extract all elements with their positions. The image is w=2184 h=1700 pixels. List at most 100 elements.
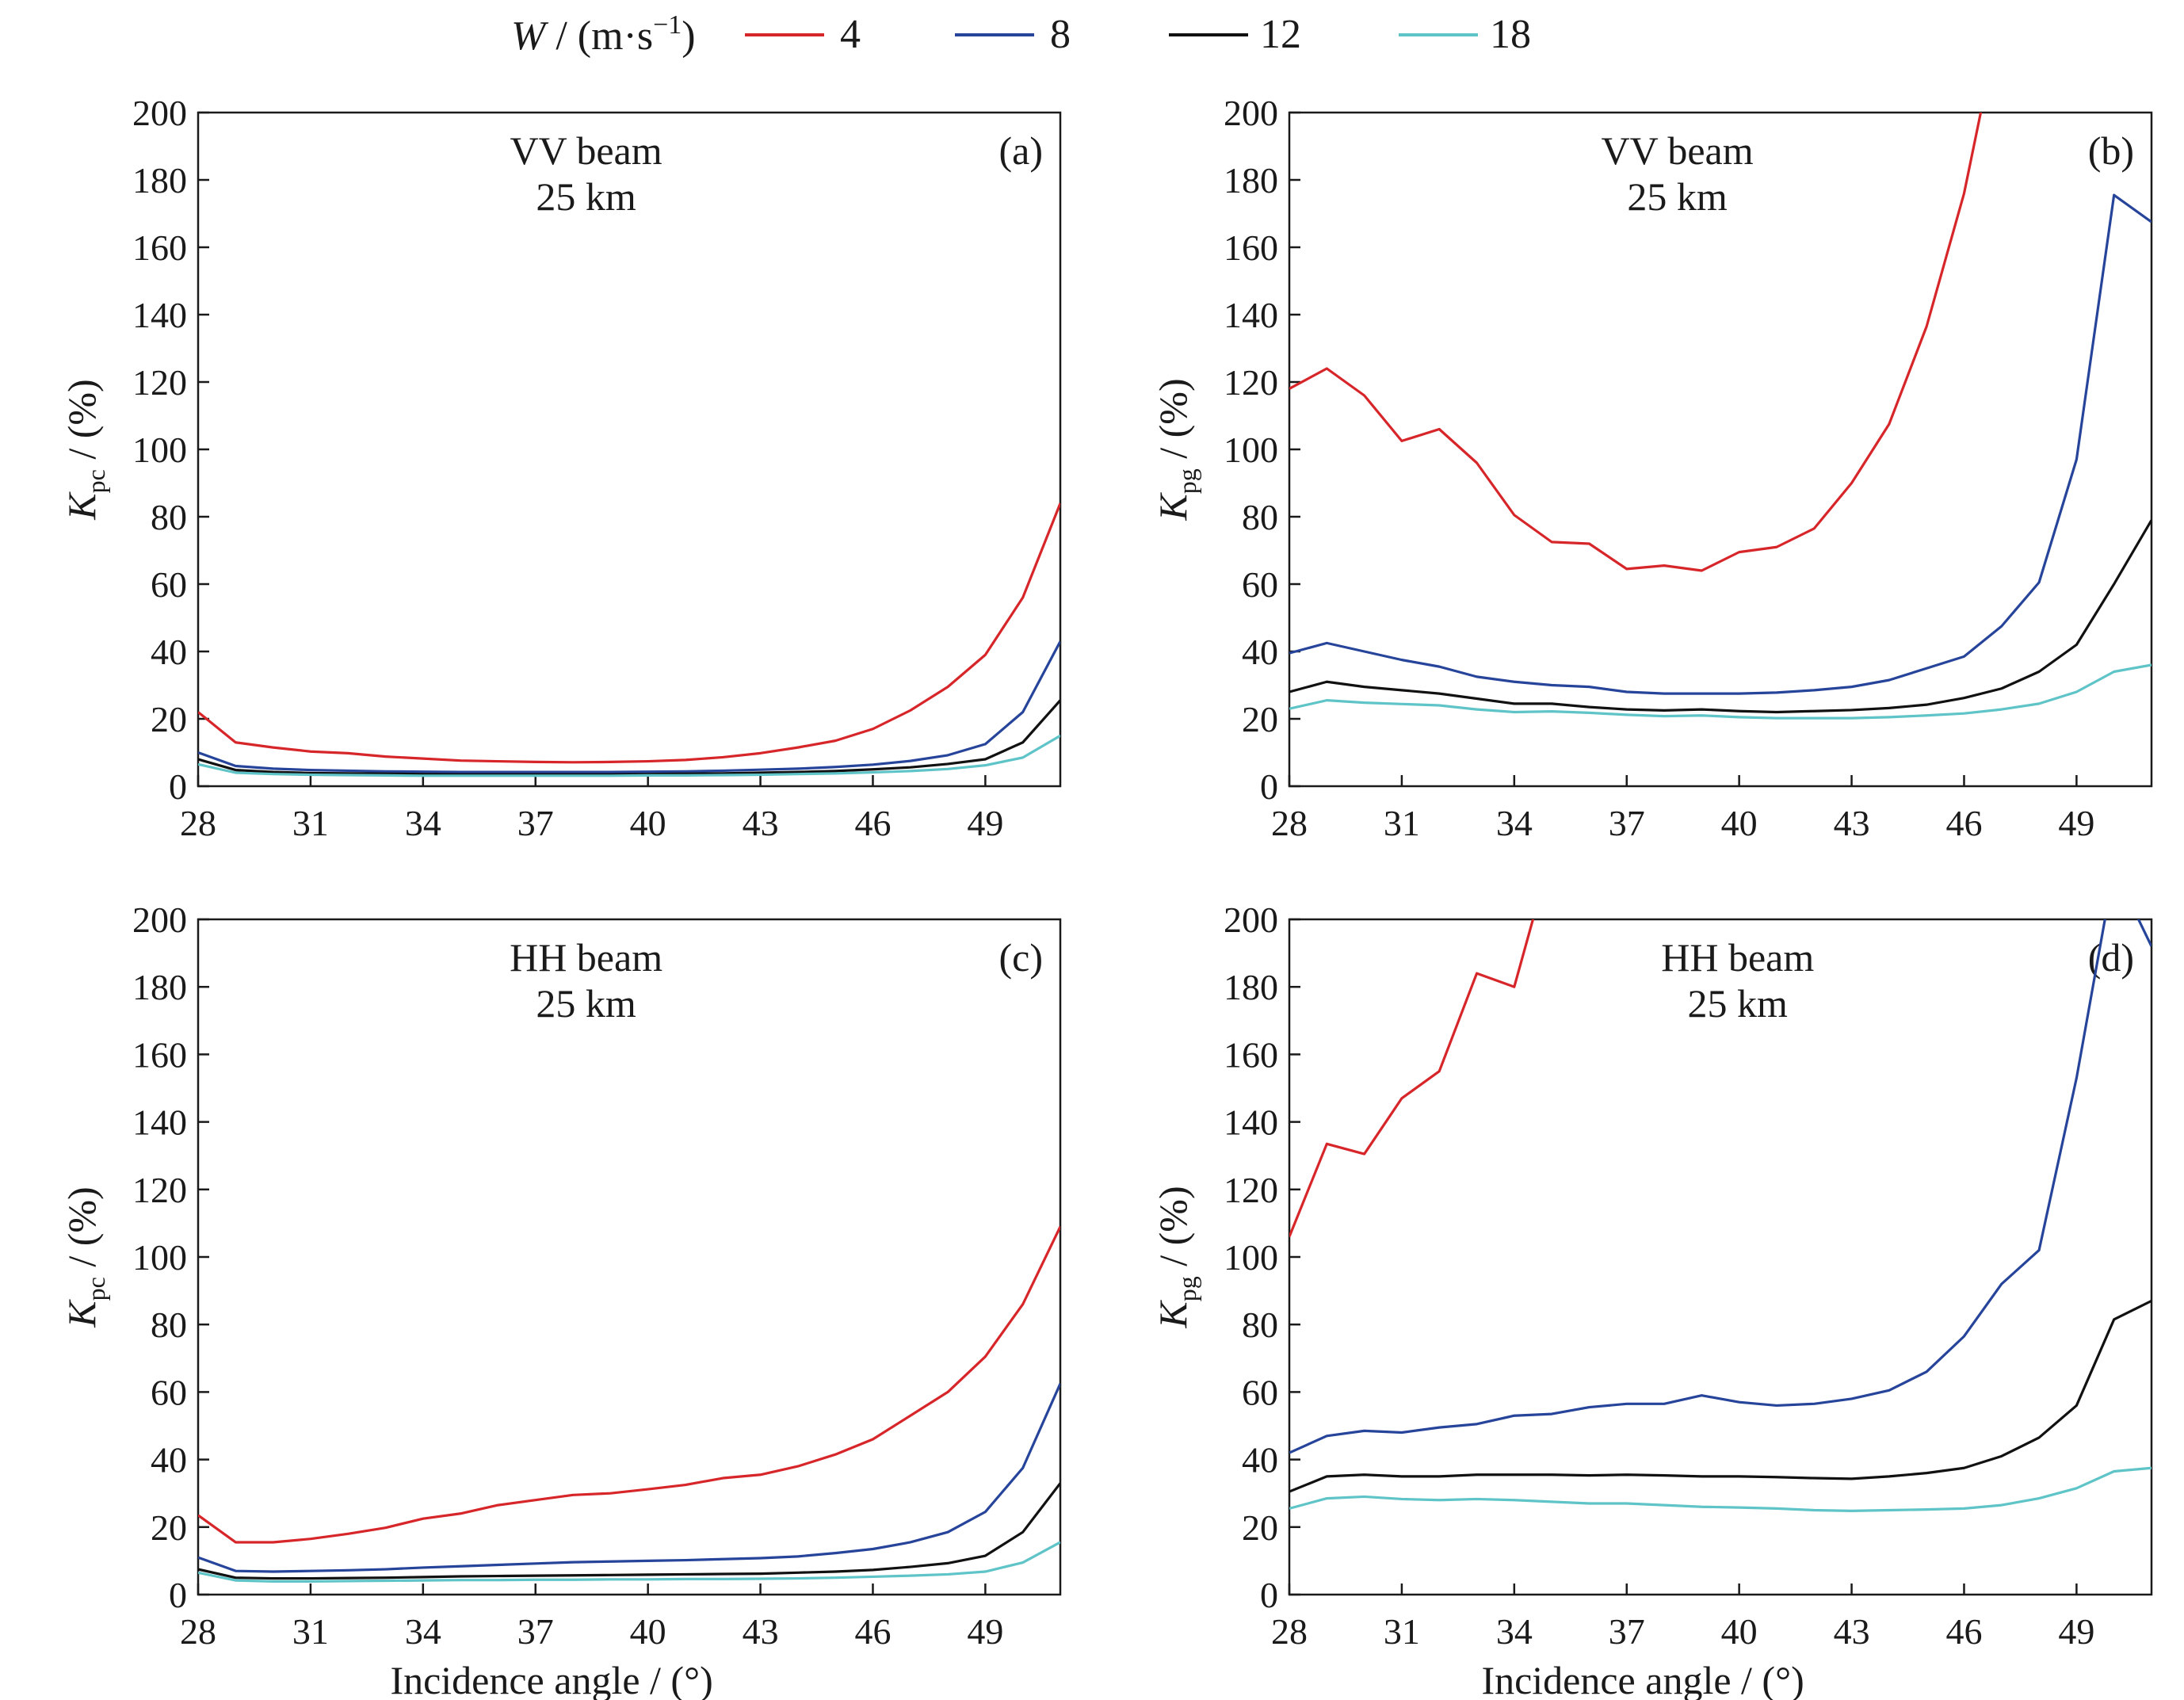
y-tick-label: 200 <box>1224 93 1278 133</box>
series-group <box>1289 919 2152 1512</box>
legend-unit-open: / (m·s <box>545 13 653 59</box>
y-tick-label: 120 <box>1224 1170 1278 1210</box>
x-tick-label: 28 <box>180 803 216 843</box>
legend-unit-exp: −1 <box>653 10 682 40</box>
y-axis-label-main: K <box>59 491 104 521</box>
y-tick-label: 80 <box>1242 1305 1278 1345</box>
y-tick-label: 100 <box>1224 430 1278 470</box>
y-tick-label: 140 <box>132 295 187 335</box>
y-tick-label: 20 <box>151 699 187 739</box>
series-line-18 <box>198 1541 1060 1583</box>
x-tick-label: 34 <box>1496 1611 1533 1652</box>
x-tick-label: 31 <box>1384 803 1420 843</box>
series-line-12 <box>198 699 1060 776</box>
series-line-12 <box>198 1482 1060 1580</box>
y-tick-label: 40 <box>151 1440 187 1480</box>
legend-variable: W <box>511 13 549 59</box>
x-tick-label: 43 <box>1834 1611 1870 1652</box>
y-tick-label: 100 <box>132 1237 187 1278</box>
x-axis-label: Incidence angle / (°) <box>390 1658 712 1700</box>
y-axis-label-unit: / (%) <box>59 1186 104 1277</box>
y-axis-label: Kpg / (%) <box>1151 378 1201 521</box>
y-tick-label: 100 <box>1224 1237 1278 1278</box>
y-axis-label: Kpc / (%) <box>59 379 110 520</box>
y-tick-label: 200 <box>1224 900 1278 940</box>
x-tick-label: 28 <box>1271 803 1308 843</box>
x-tick-label: 40 <box>1721 1611 1758 1652</box>
x-tick-label: 43 <box>743 1611 779 1652</box>
y-axis-label-main: K <box>1151 1300 1195 1329</box>
legend-unit-close: ) <box>682 13 695 59</box>
y-tick-label: 100 <box>132 430 187 470</box>
x-tick-label: 37 <box>517 803 554 843</box>
panel-c: 0 20 40 60 80 100 120 140 160 180 200 28 31 34 37 40 43 4… <box>59 900 1062 1700</box>
legend-label-12: 12 <box>1260 12 1301 57</box>
x-tick-label: 34 <box>1496 803 1533 843</box>
y-axis-label-unit: / (%) <box>59 379 104 469</box>
y-tick-label: 80 <box>1242 497 1278 537</box>
x-tick-label: 46 <box>854 1611 891 1652</box>
series-line-4 <box>1289 919 1535 1238</box>
series-line-18 <box>1289 663 2152 720</box>
y-tick-label: 60 <box>151 564 187 605</box>
y-tick-label: 40 <box>151 632 187 672</box>
y-tick-label: 80 <box>151 1305 187 1345</box>
y-tick-label: 40 <box>1242 1440 1278 1480</box>
y-axis-label-sub: pg <box>1173 1276 1201 1301</box>
series-group <box>198 1225 1060 1583</box>
x-tick-label: 49 <box>967 1611 1003 1652</box>
y-tick-label: 160 <box>1224 1034 1278 1075</box>
series-line-18 <box>1289 1466 2152 1512</box>
series-line-8 <box>1289 193 2152 695</box>
y-tick-label: 200 <box>132 93 187 133</box>
y-tick-label: 20 <box>151 1507 187 1548</box>
y-tick-label: 20 <box>1242 699 1278 739</box>
y-tick-label: 80 <box>151 497 187 537</box>
panel-title-line: 25 km <box>536 981 636 1026</box>
y-axis-label-sub: pg <box>1173 468 1201 494</box>
panel-tag: (c) <box>999 935 1044 980</box>
y-tick-label: 160 <box>1224 227 1278 268</box>
svg-text:W / (m·s−1): W / (m·s−1) <box>511 10 696 59</box>
y-tick-label: 0 <box>169 1575 187 1615</box>
panel-title-line: HH beam <box>510 935 662 980</box>
series-group <box>198 502 1060 777</box>
y-tick-label: 160 <box>132 1034 187 1075</box>
panel-title-line: 25 km <box>1627 174 1728 219</box>
legend-label-4: 4 <box>840 12 861 57</box>
y-axis-label: Kpg / (%) <box>1151 1186 1201 1328</box>
y-tick-label: 160 <box>132 227 187 268</box>
y-axis-label-main: K <box>59 1299 104 1328</box>
series-line-8 <box>198 640 1060 774</box>
y-tick-label: 180 <box>132 160 187 201</box>
x-tick-label: 28 <box>1271 1611 1308 1652</box>
y-tick-label: 40 <box>1242 632 1278 672</box>
y-tick-label: 0 <box>169 766 187 807</box>
y-tick-label: 120 <box>132 362 187 403</box>
x-tick-label: 43 <box>1834 803 1870 843</box>
x-tick-label: 28 <box>180 1611 216 1652</box>
x-tick-label: 37 <box>517 1611 554 1652</box>
panel-title-line: 25 km <box>1688 981 1789 1026</box>
y-axis-label-unit: / (%) <box>1151 1186 1195 1276</box>
y-tick-label: 60 <box>151 1372 187 1412</box>
series-line-18 <box>198 734 1060 777</box>
y-tick-label: 200 <box>132 900 187 940</box>
x-tick-label: 40 <box>630 1611 666 1652</box>
panel-title-line: 25 km <box>536 174 636 219</box>
panel-title-line: VV beam <box>1602 128 1754 173</box>
panel-b: 0 20 40 60 80 100 120 140 160 180 200 28 31 34 37 40 43 4… <box>1151 93 2153 843</box>
series-line-4 <box>1289 113 1983 572</box>
x-tick-label: 31 <box>292 803 329 843</box>
y-tick-label: 20 <box>1242 1507 1278 1548</box>
panel-title-line: VV beam <box>510 128 662 173</box>
y-tick-label: 0 <box>1260 766 1278 807</box>
x-tick-label: 34 <box>405 1611 441 1652</box>
y-tick-label: 180 <box>1224 967 1278 1007</box>
y-tick-label: 60 <box>1242 564 1278 605</box>
x-tick-label: 37 <box>1609 1611 1645 1652</box>
panel-tag: (a) <box>999 128 1044 173</box>
panel-a: 0 20 40 60 80 100 120 140 160 180 200 28 31 34 37 40 43 4… <box>59 93 1062 843</box>
x-tick-label: 31 <box>1384 1611 1420 1652</box>
